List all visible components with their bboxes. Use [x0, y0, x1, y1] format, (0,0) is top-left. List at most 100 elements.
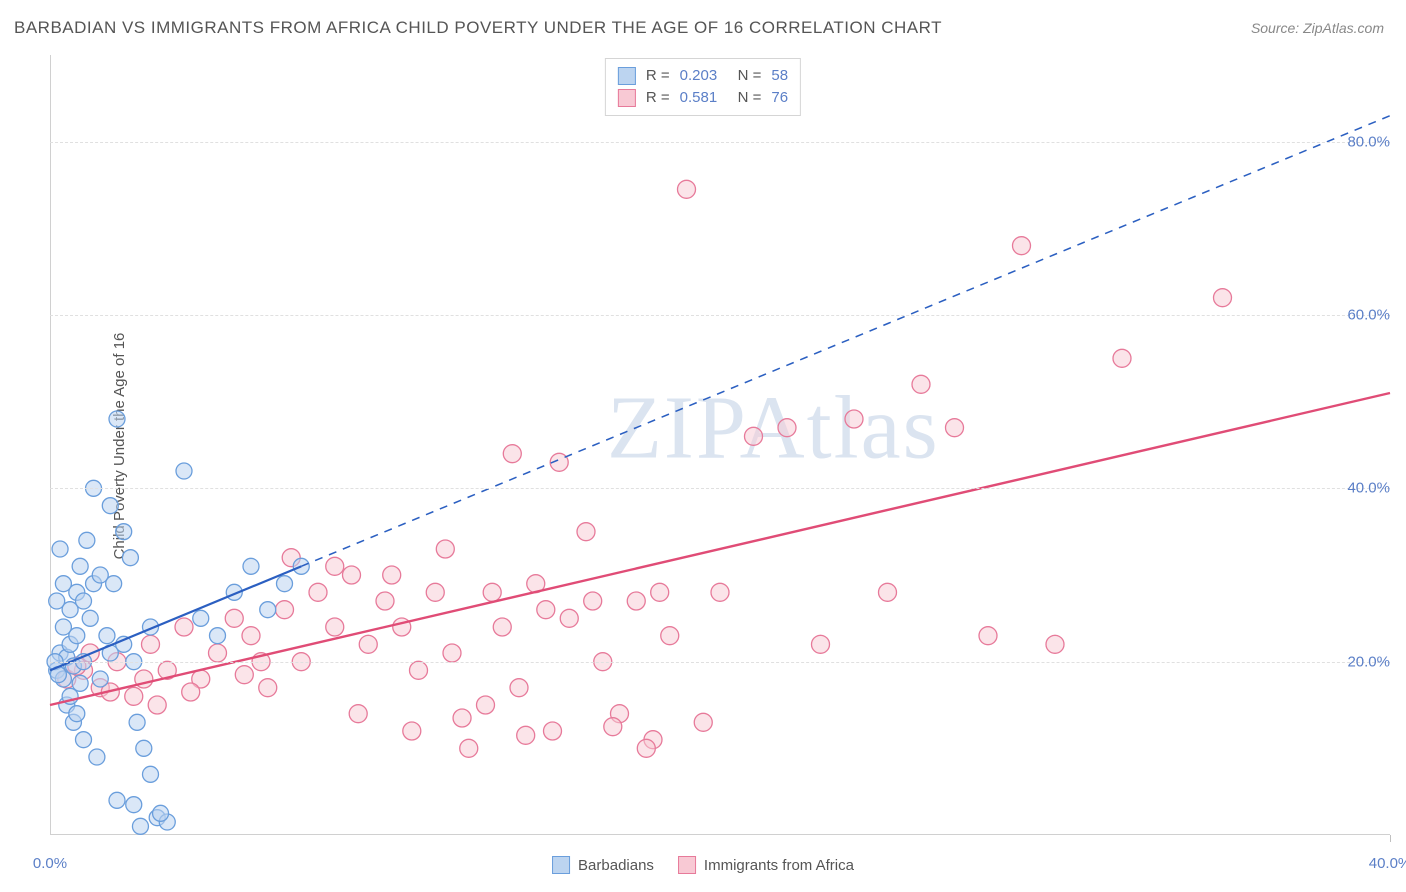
data-point-barbadians — [89, 749, 105, 765]
x-tick-label: 0.0% — [33, 855, 67, 872]
series-legend: Barbadians Immigrants from Africa — [552, 856, 854, 874]
data-point-immigrants — [403, 722, 421, 740]
data-point-immigrants — [812, 635, 830, 653]
data-point-barbadians — [143, 766, 159, 782]
data-point-barbadians — [72, 558, 88, 574]
data-point-immigrants — [627, 592, 645, 610]
data-point-barbadians — [102, 498, 118, 514]
data-point-immigrants — [1214, 289, 1232, 307]
data-point-barbadians — [129, 714, 145, 730]
data-point-immigrants — [510, 679, 528, 697]
r-label: R = — [646, 87, 670, 109]
data-point-immigrants — [148, 696, 166, 714]
chart-title: BARBADIAN VS IMMIGRANTS FROM AFRICA CHIL… — [14, 18, 942, 38]
correlation-legend-row: R =0.203N =58 — [618, 65, 788, 87]
data-point-barbadians — [132, 818, 148, 834]
data-point-immigrants — [1013, 237, 1031, 255]
data-point-barbadians — [122, 550, 138, 566]
gridline — [50, 488, 1390, 489]
data-point-immigrants — [577, 523, 595, 541]
data-point-barbadians — [55, 576, 71, 592]
data-point-immigrants — [309, 583, 327, 601]
data-point-barbadians — [106, 576, 122, 592]
data-point-immigrants — [711, 583, 729, 601]
source-attribution: Source: ZipAtlas.com — [1251, 20, 1384, 36]
data-point-immigrants — [376, 592, 394, 610]
data-point-barbadians — [76, 732, 92, 748]
data-point-immigrants — [544, 722, 562, 740]
correlation-legend-row: R = 0.581 N = 76 — [618, 87, 788, 109]
data-point-barbadians — [82, 610, 98, 626]
data-point-immigrants — [483, 583, 501, 601]
data-point-barbadians — [79, 532, 95, 548]
data-point-immigrants — [745, 427, 763, 445]
data-point-barbadians — [193, 610, 209, 626]
data-point-barbadians — [76, 593, 92, 609]
data-point-immigrants — [503, 445, 521, 463]
data-point-immigrants — [359, 635, 377, 653]
data-point-immigrants — [604, 718, 622, 736]
data-point-immigrants — [453, 709, 471, 727]
gridline — [50, 142, 1390, 143]
data-point-immigrants — [326, 557, 344, 575]
series-legend-label: Immigrants from Africa — [704, 857, 854, 874]
data-point-immigrants — [276, 601, 294, 619]
data-point-immigrants — [477, 696, 495, 714]
data-point-barbadians — [92, 671, 108, 687]
data-point-barbadians — [260, 602, 276, 618]
y-tick-label: 60.0% — [1347, 307, 1390, 324]
data-point-barbadians — [69, 706, 85, 722]
data-point-immigrants — [912, 375, 930, 393]
data-point-immigrants — [537, 601, 555, 619]
data-point-immigrants — [979, 627, 997, 645]
r-label: R = — [646, 65, 670, 87]
legend-swatch — [618, 67, 636, 85]
x-tick-label: 40.0% — [1369, 855, 1406, 872]
data-point-immigrants — [517, 726, 535, 744]
series-legend-item: Barbadians — [552, 856, 654, 874]
data-point-barbadians — [176, 463, 192, 479]
y-tick-label: 20.0% — [1347, 653, 1390, 670]
data-point-immigrants — [426, 583, 444, 601]
data-point-barbadians — [243, 558, 259, 574]
data-point-immigrants — [637, 739, 655, 757]
data-point-barbadians — [210, 628, 226, 644]
data-point-immigrants — [778, 419, 796, 437]
n-value: 76 — [771, 87, 788, 109]
legend-swatch — [552, 856, 570, 874]
r-value: 0.581 — [680, 87, 728, 109]
data-point-barbadians — [153, 805, 169, 821]
data-point-immigrants — [343, 566, 361, 584]
series-legend-label: Barbadians — [578, 857, 654, 874]
data-point-immigrants — [946, 419, 964, 437]
data-point-immigrants — [349, 705, 367, 723]
trend-line-immigrants — [50, 393, 1390, 705]
data-point-immigrants — [235, 666, 253, 684]
data-point-barbadians — [126, 797, 142, 813]
data-point-immigrants — [1046, 635, 1064, 653]
data-point-immigrants — [326, 618, 344, 636]
data-point-barbadians — [116, 524, 132, 540]
data-point-immigrants — [175, 618, 193, 636]
legend-swatch — [618, 89, 636, 107]
legend-swatch — [678, 856, 696, 874]
series-legend-item: Immigrants from Africa — [678, 856, 854, 874]
data-point-barbadians — [277, 576, 293, 592]
data-point-immigrants — [125, 687, 143, 705]
data-point-immigrants — [242, 627, 260, 645]
gridline — [50, 315, 1390, 316]
data-point-immigrants — [225, 609, 243, 627]
data-point-immigrants — [879, 583, 897, 601]
data-point-barbadians — [49, 593, 65, 609]
data-point-barbadians — [109, 792, 125, 808]
data-point-immigrants — [560, 609, 578, 627]
data-point-barbadians — [52, 541, 68, 557]
y-tick-label: 40.0% — [1347, 480, 1390, 497]
data-point-immigrants — [410, 661, 428, 679]
x-tick-mark — [1390, 835, 1391, 842]
n-label: N = — [738, 87, 762, 109]
data-point-immigrants — [694, 713, 712, 731]
data-point-immigrants — [1113, 349, 1131, 367]
data-point-barbadians — [109, 411, 125, 427]
y-tick-label: 80.0% — [1347, 133, 1390, 150]
